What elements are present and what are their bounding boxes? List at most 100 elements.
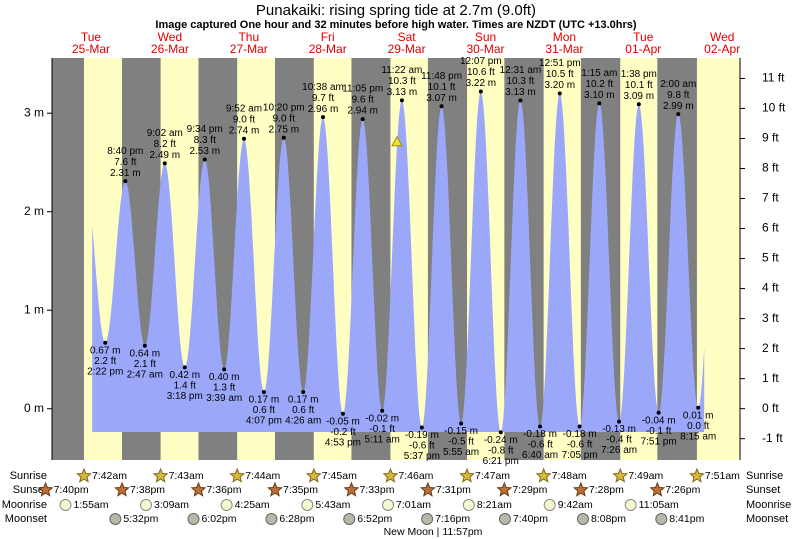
high-tide-dot <box>321 115 326 120</box>
sunset-time: 7:28pm <box>589 484 624 496</box>
tide-label: 3.13 m <box>387 87 418 98</box>
sunrise-icon <box>382 467 399 483</box>
moonrise-time: 1:55am <box>74 499 109 511</box>
moonrise-icon <box>624 499 637 511</box>
moonrise-icon <box>382 499 395 511</box>
tide-label: 0.17 m <box>288 395 319 406</box>
plot-layer <box>47 58 745 460</box>
sunrise-time: 7:48am <box>552 470 587 482</box>
high-tide-dot <box>439 104 444 109</box>
high-tide-dot <box>636 102 641 107</box>
y2-tick-label: 8 ft <box>762 161 779 175</box>
sunrise-time: 7:43am <box>169 470 204 482</box>
low-tide-dot <box>656 410 661 415</box>
tide-label: -0.1 ft <box>646 426 672 437</box>
tide-label: 3.07 m <box>426 93 457 104</box>
sunset-icon <box>114 481 130 497</box>
sunrise-time: 7:45am <box>322 470 357 482</box>
tide-label: -0.8 ft <box>488 446 514 457</box>
tide-label: 8.3 ft <box>194 135 216 146</box>
sunrise-time: 7:49am <box>628 470 663 482</box>
tide-label: 10.3 ft <box>388 76 416 87</box>
moonset-time: 7:40pm <box>513 513 548 525</box>
low-tide-dot <box>182 365 187 370</box>
high-tide-dot <box>597 101 602 106</box>
day-date: 28-Mar <box>309 42 347 56</box>
tide-label: -0.2 ft <box>330 427 356 438</box>
new-moon: New Moon | 11:57pm <box>384 526 483 538</box>
tide-label: 2:22 pm <box>87 366 123 377</box>
moonrise-icon <box>140 499 153 511</box>
tide-label: -0.4 ft <box>606 435 632 446</box>
day-name: Mon <box>553 30 576 44</box>
tide-label: 0.6 ft <box>253 405 275 416</box>
tide-label: 1:15 am <box>581 68 617 79</box>
moonrise-icon <box>220 499 233 511</box>
tide-label: 2.99 m <box>663 101 694 112</box>
low-tide-dot <box>222 367 227 372</box>
row-label: Moonset <box>5 513 47 525</box>
y2-tick-label: 1 ft <box>762 371 779 385</box>
sunset-icon <box>496 481 513 497</box>
sunrise-icon <box>612 467 629 483</box>
tide-label: 8.2 ft <box>154 139 176 150</box>
moonset-time: 6:28pm <box>279 513 314 525</box>
low-tide-dot <box>498 430 503 435</box>
day-name: Sun <box>475 30 496 44</box>
moonrise-time: 7:01am <box>396 499 431 511</box>
low-tide-dot <box>577 424 582 429</box>
tide-label: 10.1 ft <box>428 82 456 93</box>
tide-label: 12:31 am <box>500 65 542 76</box>
chart-subtitle: Image captured One hour and 32 minutes b… <box>155 19 637 31</box>
tide-label: 5:11 am <box>364 434 399 445</box>
high-tide-dot <box>123 179 128 184</box>
day-date: 01-Apr <box>625 42 661 56</box>
tide-label: -0.6 ft <box>567 440 593 451</box>
moonrise-time: 4:25am <box>235 499 270 511</box>
moonrise-time: 5:43am <box>315 499 350 511</box>
row-label: Sunrise <box>10 470 47 482</box>
tide-label: 3:18 pm <box>167 391 203 402</box>
sunset-time: 7:31pm <box>436 484 471 496</box>
day-date: 26-Mar <box>151 42 189 56</box>
tide-label: 11:48 pm <box>421 71 462 82</box>
y2-tick-label: 0 ft <box>762 401 779 415</box>
sunrise-icon <box>305 467 322 483</box>
tide-label: 2.2 ft <box>94 356 116 367</box>
tide-label: 0.01 m <box>683 410 714 421</box>
row-label: Sunset <box>13 484 47 496</box>
sunset-icon <box>419 481 436 497</box>
tide-label: 0.0 ft <box>687 421 709 432</box>
tide-label: 6:40 am <box>522 450 558 461</box>
tide-label: 10:20 pm <box>263 102 305 113</box>
day-date: 31-Mar <box>545 42 583 56</box>
sunset-icon <box>649 481 666 497</box>
moonset-icon <box>655 513 668 525</box>
tide-label: 7:26 am <box>601 445 637 456</box>
moonset-icon <box>109 513 122 525</box>
tide-label: -0.6 ft <box>409 441 435 452</box>
tide-label: 4:26 am <box>285 416 321 427</box>
low-tide-dot <box>301 390 306 395</box>
sunset-icon <box>343 481 360 497</box>
moonset-icon <box>265 513 278 525</box>
tide-label: 11:22 am <box>381 65 422 76</box>
tide-label: 2:00 am <box>660 79 696 90</box>
moonrise-time: 3:09am <box>154 499 189 511</box>
tide-label: 10.6 ft <box>467 67 495 78</box>
sunrise-time: 7:44am <box>245 470 280 482</box>
row-label: Moonrise <box>746 499 791 511</box>
tide-label: 9:52 am <box>226 103 262 114</box>
low-tide-dot <box>459 421 464 426</box>
sunset-icon <box>37 481 54 497</box>
tide-label: 1:38 pm <box>621 69 657 80</box>
low-tide-dot <box>340 411 345 416</box>
tide-label: 2.1 ft <box>134 359 156 370</box>
tide-label: -0.18 m <box>563 429 597 440</box>
tide-label: 3.09 m <box>624 91 655 102</box>
tide-label: 8:15 am <box>680 431 716 442</box>
sunrise-icon <box>76 467 92 483</box>
sunrise-time: 7:42am <box>92 470 127 482</box>
tide-label: 2.75 m <box>268 124 299 135</box>
